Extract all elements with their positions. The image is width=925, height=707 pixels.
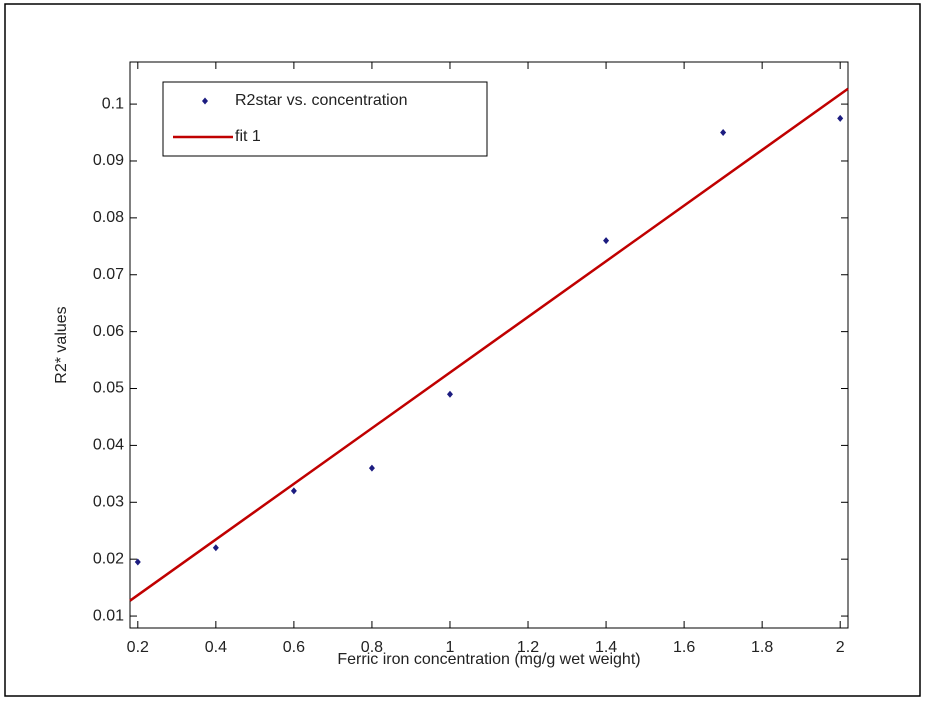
x-tick-label: 1.6 xyxy=(673,639,695,656)
y-tick-label: 0.05 xyxy=(93,380,124,397)
x-axis-label: Ferric iron concentration (mg/g wet weig… xyxy=(337,651,640,668)
y-tick-label: 0.1 xyxy=(102,95,124,112)
fit-line xyxy=(129,87,849,602)
point xyxy=(212,544,219,552)
x-tick-label: 0.6 xyxy=(283,639,305,656)
y-tick-label: 0.02 xyxy=(93,550,124,567)
y-tick-label: 0.03 xyxy=(93,494,124,511)
y-axis-label: R2* values xyxy=(53,306,70,383)
legend-box xyxy=(162,81,488,157)
y-tick-label: 0.04 xyxy=(93,437,124,454)
y-tick-label: 0.01 xyxy=(93,607,124,624)
x-tick-label: 1 xyxy=(446,639,455,656)
x-tick-label: 0.2 xyxy=(127,639,149,656)
legend-label: fit 1 xyxy=(235,128,261,145)
x-tick-label: 1.2 xyxy=(517,639,539,656)
legend-label: R2star vs. concentration xyxy=(235,92,408,109)
y-tick-label: 0.09 xyxy=(93,152,124,169)
y-tick-label: 0.08 xyxy=(93,209,124,226)
x-tick-label: 1.4 xyxy=(595,639,617,656)
point xyxy=(603,237,610,245)
y-tick-label: 0.07 xyxy=(93,266,124,283)
x-tick-label: 0.8 xyxy=(361,639,383,656)
x-tick-label: 2 xyxy=(836,639,845,656)
x-tick-label: 0.4 xyxy=(205,639,227,656)
point xyxy=(368,464,375,472)
point xyxy=(837,114,844,122)
point xyxy=(290,487,297,495)
point xyxy=(134,558,141,566)
legend-marker xyxy=(202,97,208,105)
point xyxy=(720,129,727,137)
y-tick-label: 0.06 xyxy=(93,323,124,340)
x-tick-label: 1.8 xyxy=(751,639,773,656)
point xyxy=(446,390,453,398)
